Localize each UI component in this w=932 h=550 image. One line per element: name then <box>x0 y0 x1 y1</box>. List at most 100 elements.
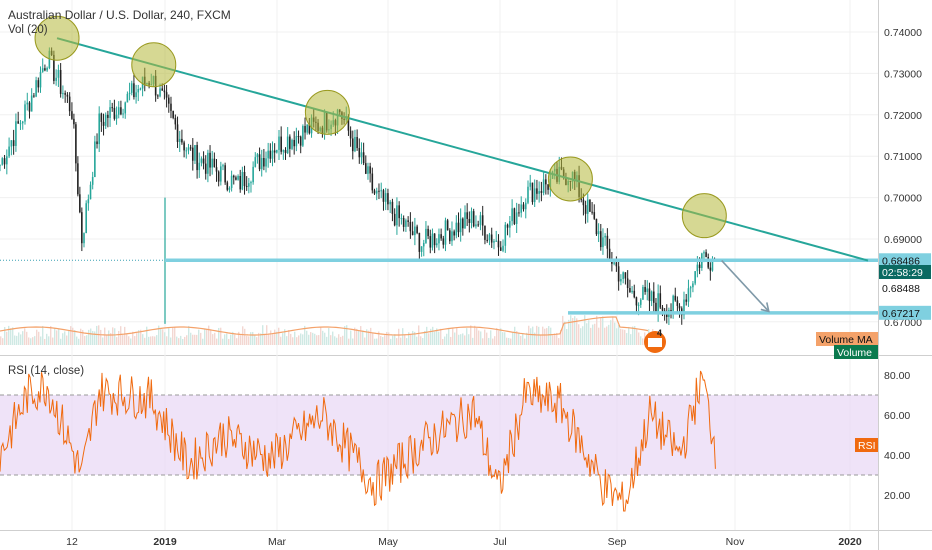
candle-body <box>464 212 466 229</box>
candle-body <box>402 218 405 227</box>
candle-body <box>657 293 659 313</box>
volume-bar <box>40 336 42 345</box>
candle-body <box>613 262 615 264</box>
candle-body <box>533 188 536 203</box>
candle-body <box>250 182 252 184</box>
volume-bar <box>138 330 140 345</box>
volume-bar <box>498 330 500 345</box>
candle-body <box>606 235 609 249</box>
candle-body <box>542 179 545 193</box>
candle-body <box>486 239 489 241</box>
candle-body <box>481 215 484 226</box>
candle-body <box>659 293 662 308</box>
candle-body <box>265 158 267 167</box>
volume-bar <box>596 315 598 345</box>
price-tick-label: 0.73000 <box>884 68 922 80</box>
volume-bar <box>350 330 352 345</box>
candle-body <box>617 266 620 282</box>
volume-bar <box>152 336 154 345</box>
candle-body <box>393 213 396 226</box>
candle-body <box>490 234 493 243</box>
volume-bar <box>410 333 412 345</box>
candle-body <box>100 113 103 122</box>
volume-bar <box>186 335 188 345</box>
volume-bar <box>316 335 318 345</box>
candle-body <box>429 236 432 248</box>
candle-body <box>183 142 185 151</box>
candle-body <box>204 163 207 174</box>
candle-body <box>187 147 190 151</box>
volume-bar <box>400 337 402 345</box>
candle-body <box>263 158 265 167</box>
volume-bar <box>30 338 32 345</box>
volume-bar <box>106 334 108 345</box>
candle-body <box>520 204 523 213</box>
volume-bar <box>294 331 296 345</box>
candle-body <box>513 208 516 224</box>
volume-bar <box>154 336 156 345</box>
candle-body <box>642 286 644 300</box>
candle-body <box>306 124 309 133</box>
candle-body <box>479 215 482 225</box>
volume-bar <box>628 326 630 345</box>
volume-bar <box>632 326 634 345</box>
volume-bar <box>206 329 208 345</box>
candle-body <box>497 240 500 248</box>
time-tick-label: 2019 <box>153 536 177 548</box>
candle-body <box>55 77 57 81</box>
candle-body <box>502 245 504 251</box>
volume-bar <box>252 331 254 345</box>
candle-body <box>351 138 354 152</box>
candle-body <box>24 104 26 122</box>
volume-bar <box>304 325 306 345</box>
volume-bar <box>34 336 36 345</box>
rsi-indicator-label[interactable]: RSI (14, close) <box>8 365 85 377</box>
candle-body <box>73 118 75 125</box>
volume-bar <box>278 327 280 345</box>
candle-body <box>237 175 239 180</box>
volume-bar <box>502 332 504 345</box>
volume-bar <box>300 333 302 345</box>
candle-body <box>506 224 509 228</box>
candle-body <box>511 208 513 222</box>
volume-bar <box>472 337 474 345</box>
candle-body <box>215 167 218 172</box>
volume-bar <box>408 332 410 345</box>
price-tick-label: 0.71000 <box>884 151 922 163</box>
candle-body <box>304 126 306 133</box>
candle-body <box>109 107 111 118</box>
volume-bar <box>506 337 508 345</box>
candle-body <box>198 162 201 171</box>
volume-bar <box>610 320 612 345</box>
volume-bar <box>124 326 126 345</box>
candle-body <box>369 166 371 174</box>
candle-body <box>709 267 712 271</box>
volume-bar <box>366 329 368 345</box>
candle-body <box>635 297 638 306</box>
volume-indicator-label[interactable]: Vol (20) <box>8 24 48 36</box>
candle-body <box>12 140 15 146</box>
candle-body <box>425 228 427 243</box>
volume-bar <box>232 331 234 345</box>
volume-bar <box>546 328 548 345</box>
candle-body <box>33 95 35 97</box>
volume-bar <box>46 333 48 345</box>
candle-body <box>299 136 302 146</box>
candle-body <box>170 103 172 111</box>
volume-bar <box>416 336 418 345</box>
volume-bar <box>182 338 184 345</box>
volume-bar <box>328 328 330 345</box>
volume-bar <box>518 333 520 345</box>
volume-bar <box>178 338 180 345</box>
volume-bar <box>250 332 252 345</box>
volume-bar <box>326 336 328 345</box>
candle-body <box>217 171 220 182</box>
candle-body <box>540 191 543 193</box>
volume-bar <box>334 336 336 345</box>
candle-body <box>87 199 90 204</box>
volume-bar <box>156 335 158 345</box>
highlight-circle <box>34 15 80 61</box>
candle-body <box>670 310 672 312</box>
candle-body <box>176 124 179 142</box>
